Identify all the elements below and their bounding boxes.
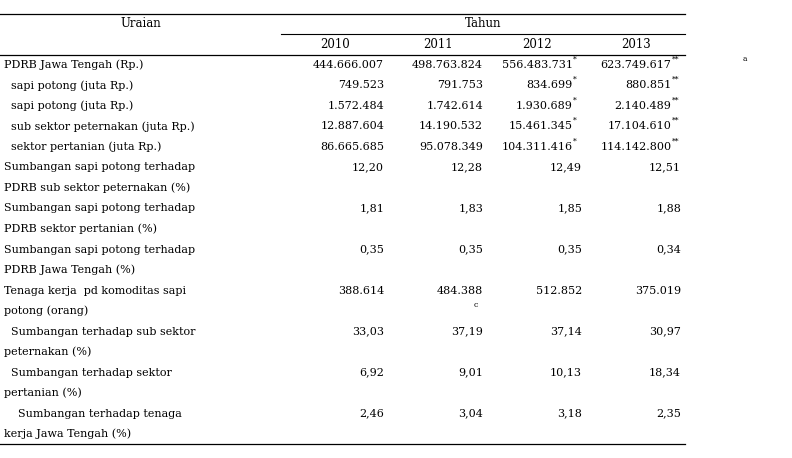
Text: Sumbangan terhadap sektor: Sumbangan terhadap sektor [4, 367, 172, 377]
Text: 1.572.484: 1.572.484 [327, 101, 384, 111]
Text: 556.483.731: 556.483.731 [501, 60, 573, 70]
Text: 375.019: 375.019 [635, 285, 681, 295]
Text: *: * [573, 55, 577, 63]
Text: **: ** [672, 76, 679, 84]
Text: 0,35: 0,35 [558, 245, 582, 255]
Text: 104.311.416: 104.311.416 [501, 142, 573, 152]
Text: 512.852: 512.852 [536, 285, 582, 295]
Text: Sumbangan sapi potong terhadap: Sumbangan sapi potong terhadap [4, 163, 195, 173]
Text: sapi potong (juta Rp.): sapi potong (juta Rp.) [4, 80, 133, 91]
Text: *: * [573, 117, 577, 125]
Text: 0,35: 0,35 [459, 245, 483, 255]
Text: *: * [573, 137, 577, 145]
Text: **: ** [672, 55, 679, 63]
Text: 2,35: 2,35 [657, 409, 681, 419]
Text: 444.666.007: 444.666.007 [313, 60, 384, 70]
Text: Sumbangan terhadap tenaga: Sumbangan terhadap tenaga [4, 409, 182, 419]
Text: 95.078.349: 95.078.349 [419, 142, 483, 152]
Text: 3,18: 3,18 [558, 409, 582, 419]
Text: Sumbangan terhadap sub sektor: Sumbangan terhadap sub sektor [4, 327, 196, 337]
Text: sapi potong (juta Rp.): sapi potong (juta Rp.) [4, 101, 133, 111]
Text: 37,14: 37,14 [550, 327, 582, 337]
Text: 86.665.685: 86.665.685 [320, 142, 384, 152]
Text: PDRB sub sektor peternakan (%): PDRB sub sektor peternakan (%) [4, 183, 190, 193]
Text: 0,35: 0,35 [360, 245, 384, 255]
Text: 33,03: 33,03 [352, 327, 384, 337]
Text: 3,04: 3,04 [459, 409, 483, 419]
Text: peternakan (%): peternakan (%) [4, 347, 91, 357]
Text: 2.140.489: 2.140.489 [615, 101, 672, 111]
Text: Tenaga kerja  pd komoditas sapi: Tenaga kerja pd komoditas sapi [4, 285, 186, 295]
Text: 2,46: 2,46 [360, 409, 384, 419]
Text: **: ** [672, 117, 679, 125]
Text: c: c [474, 301, 478, 309]
Text: 1.742.614: 1.742.614 [426, 101, 483, 111]
Text: Sumbangan sapi potong terhadap: Sumbangan sapi potong terhadap [4, 203, 195, 213]
Text: sektor pertanian (juta Rp.): sektor pertanian (juta Rp.) [4, 142, 162, 152]
Text: 1,88: 1,88 [657, 203, 681, 213]
Text: a: a [743, 55, 747, 63]
Text: **: ** [672, 137, 679, 145]
Text: 9,01: 9,01 [459, 367, 483, 377]
Text: 14.190.532: 14.190.532 [419, 121, 483, 131]
Text: 2011: 2011 [423, 38, 452, 51]
Text: 12.887.604: 12.887.604 [320, 121, 384, 131]
Text: 12,49: 12,49 [550, 163, 582, 173]
Text: 388.614: 388.614 [338, 285, 384, 295]
Text: 0,34: 0,34 [657, 245, 681, 255]
Text: 10,13: 10,13 [550, 367, 582, 377]
Text: 2010: 2010 [320, 38, 349, 51]
Text: 37,19: 37,19 [451, 327, 483, 337]
Text: kerja Jawa Tengah (%): kerja Jawa Tengah (%) [4, 429, 131, 439]
Text: 749.523: 749.523 [338, 81, 384, 91]
Text: **: ** [672, 96, 679, 104]
Text: 1,85: 1,85 [558, 203, 582, 213]
Text: 12,20: 12,20 [352, 163, 384, 173]
Text: 880.851: 880.851 [626, 81, 672, 91]
Text: Sumbangan sapi potong terhadap: Sumbangan sapi potong terhadap [4, 245, 195, 255]
Text: 623.749.617: 623.749.617 [601, 60, 672, 70]
Text: 791.753: 791.753 [437, 81, 483, 91]
Text: *: * [573, 96, 577, 104]
Text: 15.461.345: 15.461.345 [508, 121, 573, 131]
Text: PDRB sektor pertanian (%): PDRB sektor pertanian (%) [4, 224, 157, 234]
Text: 12,51: 12,51 [649, 163, 681, 173]
Text: 2013: 2013 [621, 38, 650, 51]
Text: 1,81: 1,81 [360, 203, 384, 213]
Text: 2012: 2012 [522, 38, 551, 51]
Text: 484.388: 484.388 [437, 285, 483, 295]
Text: 498.763.824: 498.763.824 [412, 60, 483, 70]
Text: potong (orang): potong (orang) [4, 306, 88, 316]
Text: 30,97: 30,97 [649, 327, 681, 337]
Text: 6,92: 6,92 [360, 367, 384, 377]
Text: 834.699: 834.699 [527, 81, 573, 91]
Text: Uraian: Uraian [120, 17, 161, 31]
Text: 1.930.689: 1.930.689 [516, 101, 573, 111]
Text: PDRB Jawa Tengah (%): PDRB Jawa Tengah (%) [4, 265, 135, 275]
Text: 1,83: 1,83 [459, 203, 483, 213]
Text: Tahun: Tahun [465, 17, 501, 31]
Text: *: * [573, 76, 577, 84]
Text: 12,28: 12,28 [451, 163, 483, 173]
Text: PDRB Jawa Tengah (Rp.): PDRB Jawa Tengah (Rp.) [4, 60, 143, 70]
Text: pertanian (%): pertanian (%) [4, 388, 82, 398]
Text: 17.104.610: 17.104.610 [607, 121, 672, 131]
Text: 114.142.800: 114.142.800 [600, 142, 672, 152]
Text: 18,34: 18,34 [649, 367, 681, 377]
Text: sub sektor peternakan (juta Rp.): sub sektor peternakan (juta Rp.) [4, 121, 195, 132]
